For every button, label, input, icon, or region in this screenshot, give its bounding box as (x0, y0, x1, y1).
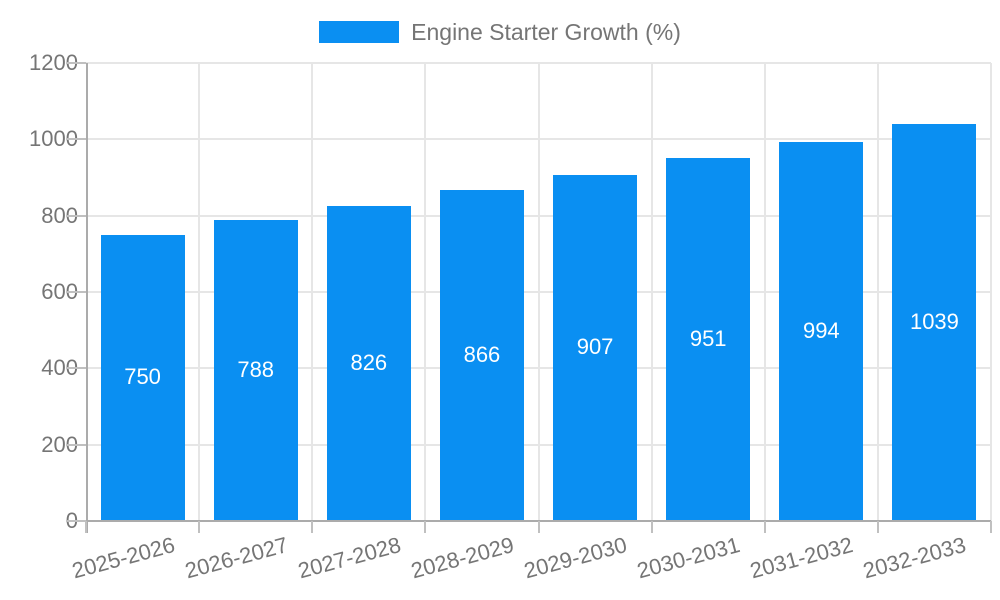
bar-value-label: 788 (237, 357, 275, 383)
bar: 788 (213, 220, 298, 520)
x-axis-tick (424, 521, 427, 533)
bar-value-label: 951 (689, 326, 727, 352)
x-axis-tick (85, 521, 87, 533)
y-axis-line (86, 63, 88, 533)
bar-value-label: 1039 (909, 309, 959, 335)
bar: 750 (100, 234, 185, 520)
bar-value-label: 907 (576, 334, 614, 360)
v-gridline (990, 63, 992, 521)
x-axis-tick (763, 521, 766, 533)
x-axis-tick (876, 521, 879, 533)
y-axis-tick (66, 367, 86, 370)
bar-value-label: 866 (463, 342, 501, 368)
bar: 1039 (892, 124, 977, 520)
x-axis-tick (537, 521, 540, 533)
bar-value-label: 994 (802, 317, 840, 343)
y-axis-tick (66, 214, 86, 217)
v-gridline (763, 63, 766, 521)
x-axis-tick (311, 521, 314, 533)
y-axis-tick (66, 291, 86, 293)
v-gridline (876, 63, 879, 521)
v-gridline (537, 63, 540, 521)
y-axis-tick (66, 520, 86, 522)
y-axis-tick (66, 138, 86, 141)
legend-label: Engine Starter Growth (%) (411, 18, 681, 45)
legend-swatch (319, 21, 400, 43)
y-axis-tick (66, 443, 86, 446)
bar-value-label: 826 (350, 349, 388, 375)
bar: 826 (326, 205, 411, 520)
x-axis-tick (198, 521, 201, 533)
x-axis-tick (650, 521, 653, 533)
v-gridline (311, 63, 314, 521)
bar: 994 (779, 141, 864, 520)
v-gridline (650, 63, 653, 521)
bar: 866 (439, 190, 524, 520)
x-axis-tick (990, 521, 992, 533)
plot-area: 750 788 826 866 907 951 994 1039 (86, 62, 992, 533)
y-axis-tick (66, 62, 86, 64)
v-gridline (198, 63, 201, 521)
legend: Engine Starter Growth (%) (0, 18, 1000, 45)
bar: 951 (666, 158, 751, 520)
bar: 907 (553, 174, 638, 520)
v-gridline (424, 63, 427, 521)
bar-value-label: 750 (124, 364, 161, 390)
